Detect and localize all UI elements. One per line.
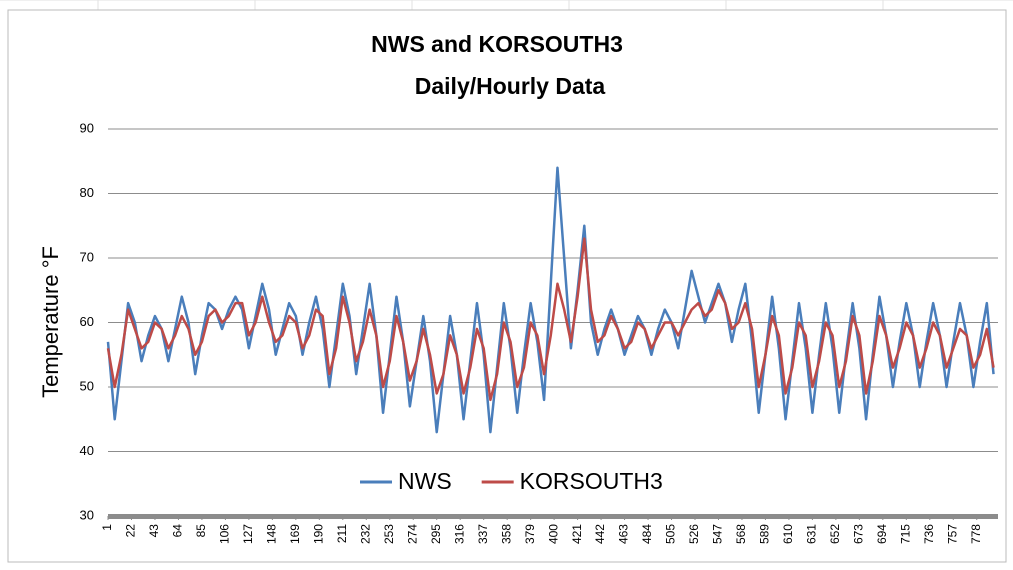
- x-tick-label: 526: [687, 524, 701, 544]
- y-tick-label: 40: [80, 443, 94, 458]
- x-tick-label: 778: [969, 524, 983, 544]
- x-tick-label: 253: [382, 524, 396, 544]
- x-tick-label: 505: [664, 524, 678, 544]
- x-tick-label: 589: [758, 524, 772, 544]
- x-tick-label: 442: [593, 524, 607, 544]
- x-tick-label: 127: [241, 524, 255, 544]
- x-tick-label: 652: [828, 524, 842, 544]
- y-axis-label: Temperature °F: [38, 246, 63, 398]
- x-tick-label: 484: [640, 524, 654, 544]
- x-tick-label: 421: [570, 524, 584, 544]
- x-tick-label: 274: [405, 524, 419, 544]
- x-tick-label: 316: [452, 524, 466, 544]
- x-tick-label: 547: [711, 524, 725, 544]
- chart-area: [7, 9, 1007, 563]
- chart-subtitle: Daily/Hourly Data: [415, 73, 606, 99]
- x-tick-label: 757: [945, 524, 959, 544]
- x-tick-label: 43: [147, 524, 161, 538]
- x-tick-label: 22: [124, 524, 138, 538]
- x-tick-label: 568: [734, 524, 748, 544]
- x-tick-label: 673: [852, 524, 866, 544]
- x-tick-label: 694: [875, 524, 889, 544]
- x-tick-label: 358: [499, 524, 513, 544]
- legend-label: NWS: [398, 468, 452, 494]
- x-tick-label: 148: [265, 524, 279, 544]
- x-axis-bar: [108, 514, 998, 519]
- y-tick-label: 90: [80, 120, 94, 135]
- x-tick-label: 64: [171, 524, 185, 538]
- series-line: [106, 237, 995, 402]
- sheet-grid: [0, 0, 1013, 10]
- x-tick-label: 631: [805, 524, 819, 544]
- x-tick-label: 211: [335, 524, 349, 543]
- y-tick-label: 50: [80, 378, 94, 393]
- x-tick-label: 190: [311, 524, 325, 544]
- x-tick-label: 736: [922, 524, 936, 544]
- x-tick-label: 379: [523, 524, 537, 544]
- chart-title: NWS and KORSOUTH3: [371, 31, 623, 57]
- y-tick-label: 30: [80, 507, 94, 522]
- x-tick-label: 610: [781, 524, 795, 544]
- x-tick-label: 400: [546, 524, 560, 544]
- x-tick-label: 337: [476, 524, 490, 544]
- x-tick-label: 295: [429, 524, 443, 544]
- y-tick-label: 70: [80, 249, 94, 264]
- x-tick-label: 85: [194, 524, 208, 538]
- x-tick-label: 232: [358, 524, 372, 544]
- legend-label: KORSOUTH3: [520, 468, 663, 494]
- x-tick-label: 1: [100, 524, 114, 531]
- x-tick-label: 169: [288, 524, 302, 544]
- x-tick-label: 463: [617, 524, 631, 544]
- x-tick-label: 715: [898, 524, 912, 544]
- x-tick-label: 106: [218, 524, 232, 544]
- y-tick-label: 80: [80, 185, 94, 200]
- y-tick-label: 60: [80, 314, 94, 329]
